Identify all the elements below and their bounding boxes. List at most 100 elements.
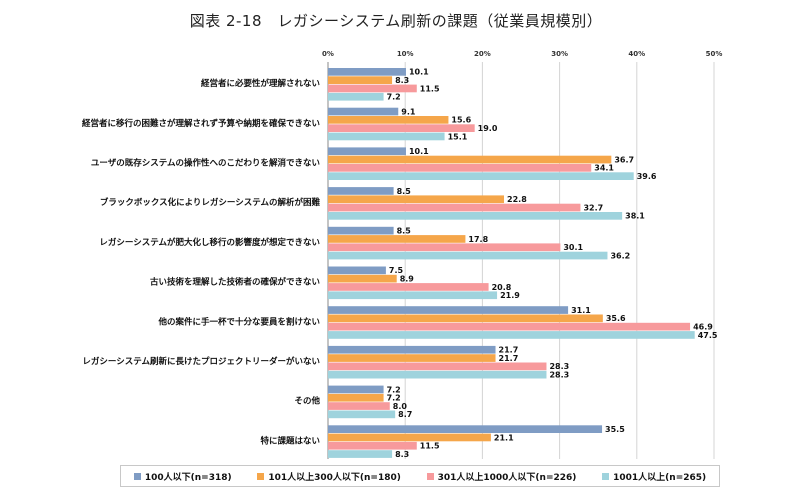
legend-item: 101人以上300人以下(n=180)	[257, 470, 401, 483]
data-label: 8.5	[397, 226, 412, 235]
legend-swatch	[426, 472, 434, 480]
bar	[328, 362, 547, 371]
data-label: 28.3	[549, 370, 569, 379]
data-label: 46.9	[693, 322, 713, 331]
bar	[328, 84, 417, 93]
bar	[328, 92, 384, 101]
bar	[328, 450, 393, 458]
bar	[328, 187, 394, 195]
data-label: 10.1	[409, 147, 429, 156]
bar	[328, 155, 612, 164]
data-label: 21.9	[500, 291, 520, 300]
bar	[328, 226, 394, 235]
bar	[328, 132, 445, 141]
data-label: 8.0	[393, 402, 408, 411]
data-label: 8.9	[400, 274, 415, 283]
data-label: 15.6	[451, 116, 471, 125]
data-label: 21.1	[494, 433, 514, 442]
bar	[328, 322, 691, 331]
data-label: 8.3	[395, 76, 409, 85]
bar	[328, 331, 695, 339]
bar	[328, 147, 406, 156]
x-tick-label: 10%	[397, 50, 414, 58]
data-label: 7.2	[387, 385, 401, 394]
bar	[328, 425, 603, 433]
x-tick-label: 0%	[322, 50, 334, 58]
data-label: 11.5	[420, 442, 440, 451]
data-label: 19.0	[478, 124, 498, 133]
bar	[328, 433, 491, 442]
bar	[328, 212, 623, 220]
legend-label: 1001人以上(n=265)	[613, 472, 707, 483]
legend-swatch	[133, 472, 141, 480]
data-label: 35.6	[606, 314, 626, 323]
bar	[328, 306, 569, 314]
data-label: 35.5	[605, 425, 625, 434]
legend-label: 101人以上300人以下(n=180)	[268, 472, 401, 483]
bar	[328, 124, 475, 132]
category-label: 経営者に移行の困難さが理解されず予算や納期を確保できない	[82, 118, 320, 129]
bar	[328, 402, 390, 410]
data-label: 32.7	[583, 203, 603, 212]
bar	[328, 235, 466, 243]
bar	[328, 203, 581, 212]
bar	[328, 291, 498, 300]
data-label: 17.8	[468, 235, 488, 244]
legend-swatch	[602, 472, 610, 480]
category-label: ブラックボックス化によりレガシーシステムの解析が困難	[100, 197, 321, 208]
bar	[328, 243, 561, 252]
bar	[328, 283, 489, 291]
x-tick-label: 50%	[706, 50, 723, 58]
category-label: その他	[294, 396, 320, 407]
data-label: 31.1	[571, 306, 591, 315]
bar	[328, 172, 634, 180]
bar	[328, 314, 603, 323]
category-label: レガシーシステム刷新に長けたプロジェクトリーダーがいない	[82, 356, 320, 367]
bar	[328, 107, 399, 116]
data-label: 11.5	[420, 84, 440, 93]
data-label: 22.8	[507, 195, 527, 204]
bar	[328, 274, 397, 283]
data-label: 47.5	[698, 331, 718, 340]
x-tick-label: 40%	[628, 50, 645, 58]
data-label: 28.3	[549, 362, 569, 371]
data-label: 8.5	[397, 187, 412, 196]
bar	[328, 116, 449, 124]
data-label: 21.7	[499, 346, 519, 355]
data-label: 36.7	[614, 155, 634, 164]
data-label: 7.5	[389, 266, 404, 275]
category-label: 経営者に必要性が理解されない	[201, 78, 320, 89]
bar	[328, 385, 384, 394]
data-label: 8.7	[398, 410, 412, 419]
data-label: 7.2	[387, 93, 401, 102]
data-label: 34.1	[594, 164, 614, 173]
bar	[328, 441, 417, 450]
bar	[328, 370, 547, 379]
legend-swatch	[257, 472, 265, 480]
data-label: 36.2	[610, 251, 630, 260]
data-label: 10.1	[409, 68, 429, 77]
data-label: 9.1	[401, 107, 416, 116]
legend-item: 100人以下(n=318)	[133, 470, 232, 483]
x-tick-label: 30%	[551, 50, 568, 58]
bar	[328, 354, 496, 362]
chart-title: 図表 2-18 レガシーシステム刷新の課題（従業員規模別）	[189, 12, 603, 30]
data-label: 21.7	[499, 354, 519, 363]
bar	[328, 164, 592, 172]
bar	[328, 251, 608, 260]
data-label: 8.3	[395, 450, 409, 459]
bar	[328, 76, 393, 84]
legend: 100人以下(n=318) 101人以上300人以下(n=180) 301人以上10…	[120, 465, 720, 487]
data-label: 15.1	[448, 132, 468, 141]
data-label: 20.8	[492, 283, 512, 292]
bar	[328, 393, 384, 402]
data-label: 38.1	[625, 212, 645, 221]
data-label: 7.2	[387, 394, 401, 403]
bar	[328, 345, 496, 354]
legend-label: 301人以上1000人以下(n=226)	[437, 472, 577, 483]
legend-item: 1001人以上(n=265)	[602, 470, 706, 483]
legend-label: 100人以下(n=318)	[144, 472, 232, 483]
bar	[328, 195, 505, 204]
category-label: ユーザの既存システムの操作性へのこだわりを解消できない	[91, 158, 320, 169]
